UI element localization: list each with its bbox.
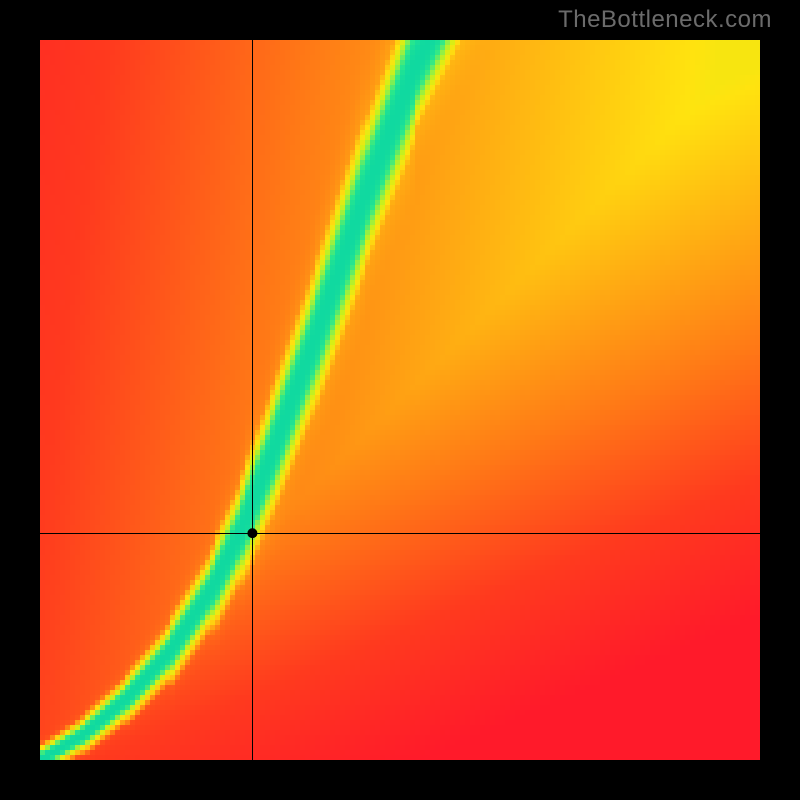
chart-container: TheBottleneck.com — [0, 0, 800, 800]
watermark-text: TheBottleneck.com — [558, 6, 772, 34]
bottleneck-heatmap — [40, 40, 760, 760]
